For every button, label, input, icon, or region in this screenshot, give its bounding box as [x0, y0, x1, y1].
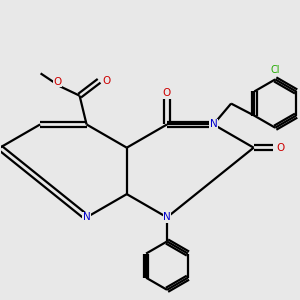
- Text: O: O: [102, 76, 111, 86]
- Text: Cl: Cl: [271, 65, 280, 75]
- Text: O: O: [54, 77, 62, 87]
- Text: N: N: [83, 212, 90, 222]
- Text: N: N: [163, 212, 171, 222]
- Text: N: N: [210, 119, 217, 130]
- Text: O: O: [277, 143, 285, 153]
- Text: O: O: [163, 88, 171, 98]
